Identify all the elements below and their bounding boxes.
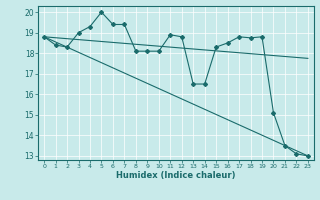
X-axis label: Humidex (Indice chaleur): Humidex (Indice chaleur) bbox=[116, 171, 236, 180]
